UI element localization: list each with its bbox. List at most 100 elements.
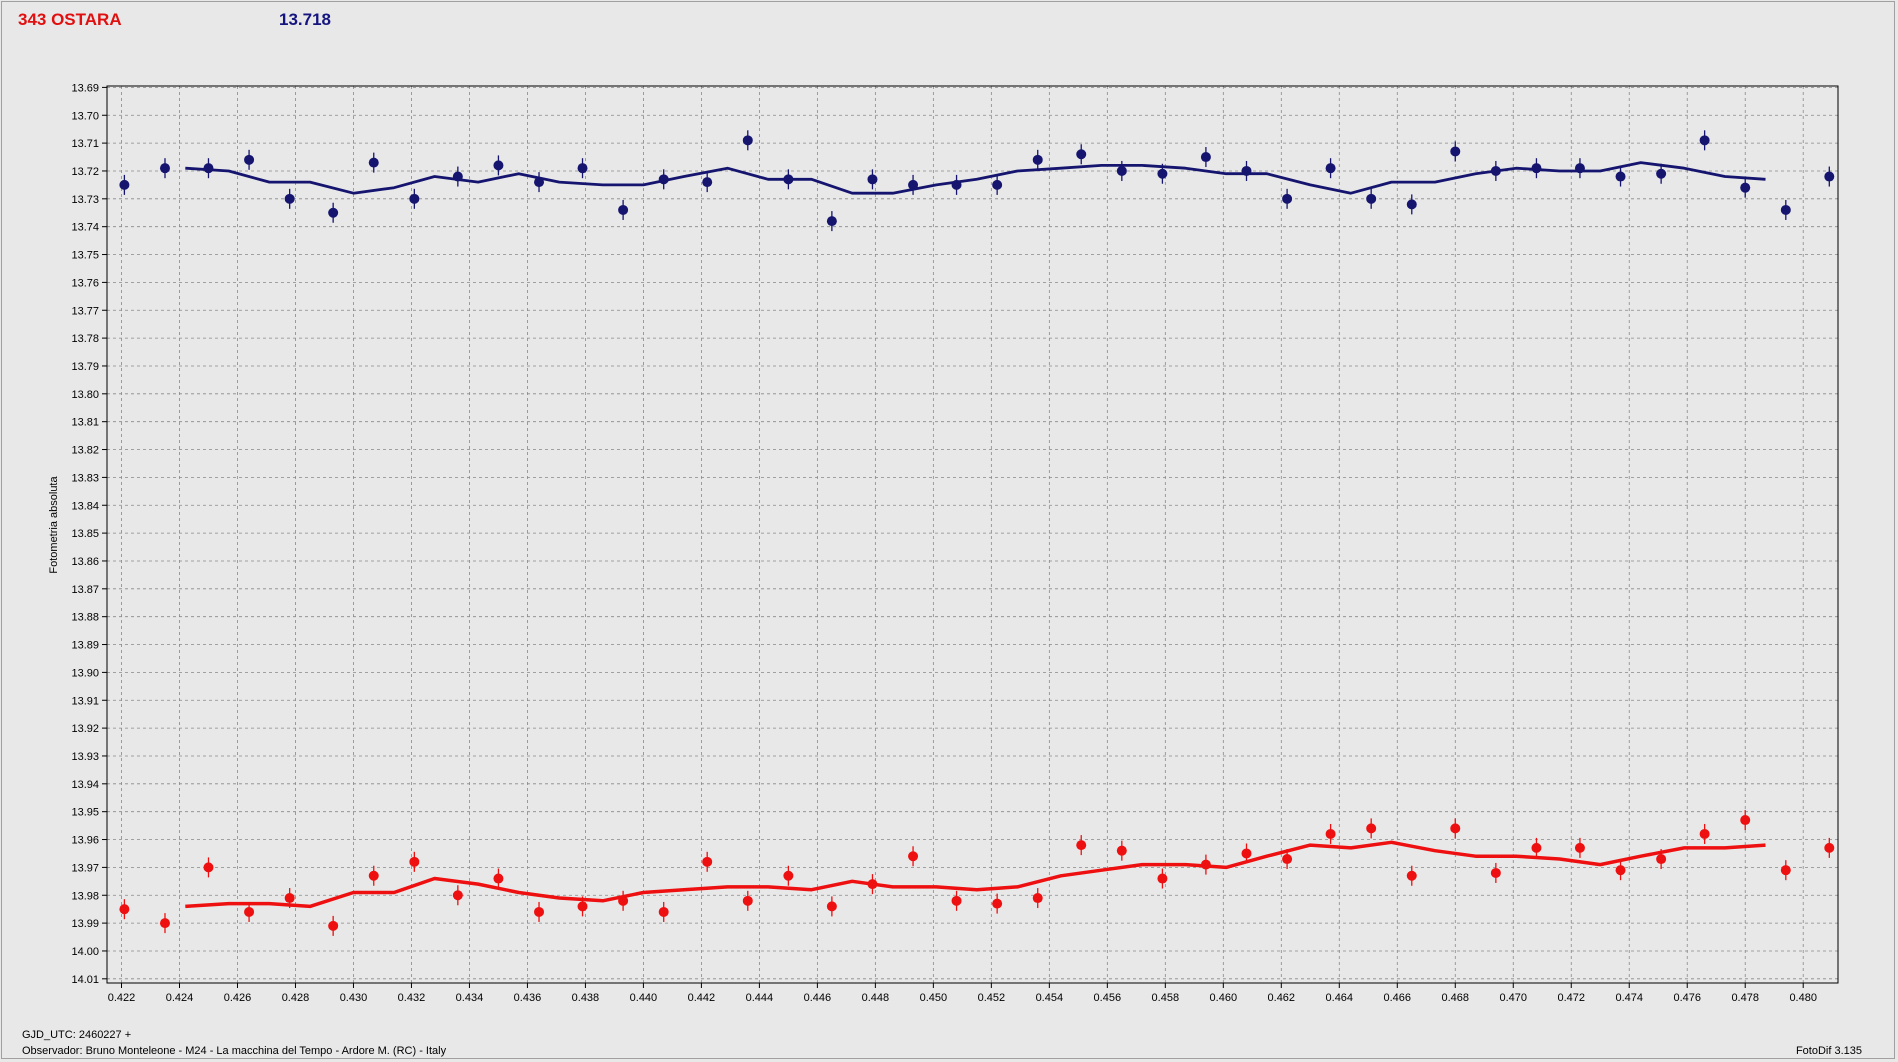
x-tick-label: 0.466 (1384, 992, 1412, 1004)
y-tick-label: 13.81 (71, 417, 99, 429)
x-tick-label: 0.436 (514, 992, 542, 1004)
data-point (783, 174, 794, 185)
x-tick-label: 0.448 (862, 992, 890, 1004)
data-point (1200, 859, 1211, 870)
data-point (702, 177, 713, 188)
y-tick-label: 13.79 (71, 361, 99, 373)
x-tick-label: 0.458 (1152, 992, 1180, 1004)
data-point (1824, 171, 1835, 182)
data-point (452, 890, 463, 901)
y-tick-label: 13.98 (71, 890, 99, 902)
x-tick-label: 0.456 (1094, 992, 1122, 1004)
data-point (1615, 865, 1626, 876)
x-tick-label: 0.464 (1326, 992, 1354, 1004)
data-point (1325, 163, 1336, 174)
data-point (1699, 135, 1710, 146)
data-point (908, 179, 919, 190)
x-tick-label: 0.426 (224, 992, 252, 1004)
x-tick-label: 0.434 (456, 992, 484, 1004)
x-tick-label: 0.424 (166, 992, 194, 1004)
reference-magnitude: 13.718 (279, 10, 331, 29)
data-point (826, 901, 837, 912)
data-point (409, 193, 420, 204)
data-point (1490, 867, 1501, 878)
data-point (1740, 815, 1751, 826)
data-point (1282, 854, 1293, 865)
data-point (1325, 828, 1336, 839)
data-point (951, 179, 962, 190)
y-tick-label: 13.80 (71, 389, 99, 401)
y-tick-label: 13.89 (71, 640, 99, 652)
data-point (1032, 893, 1043, 904)
x-tick-label: 0.438 (572, 992, 600, 1004)
data-point (908, 851, 919, 862)
data-point (742, 895, 753, 906)
data-point (1157, 168, 1168, 179)
data-point (203, 862, 214, 873)
data-point (493, 873, 504, 884)
observer-label: Observador: Bruno Monteleone - M24 - La … (22, 1045, 447, 1057)
fit-layer (185, 161, 1766, 909)
data-point (1366, 193, 1377, 204)
y-tick-label: 13.74 (71, 222, 99, 234)
data-point (1824, 842, 1835, 853)
data-point (1531, 163, 1542, 174)
y-tick-label: 13.96 (71, 835, 99, 847)
data-point (867, 174, 878, 185)
data-point (577, 901, 588, 912)
y-tick-label: 13.97 (71, 862, 99, 874)
grid-layer (107, 86, 1838, 983)
data-point (1656, 854, 1667, 865)
data-point (1490, 165, 1501, 176)
data-point (951, 895, 962, 906)
data-point (328, 920, 339, 931)
data-point (1450, 146, 1461, 157)
data-point (1740, 182, 1751, 193)
y-tick-label: 13.75 (71, 250, 99, 262)
y-tick-label: 13.87 (71, 584, 99, 596)
y-tick-label: 13.94 (71, 779, 99, 791)
data-point (1574, 163, 1585, 174)
y-tick-label: 13.70 (71, 110, 99, 122)
data-point (783, 870, 794, 881)
data-point (1615, 171, 1626, 182)
y-tick-label: 13.72 (71, 166, 99, 178)
x-tick-label: 0.472 (1557, 992, 1585, 1004)
data-point (244, 154, 255, 165)
data-point (867, 879, 878, 890)
x-tick-label: 0.454 (1036, 992, 1064, 1004)
x-tick-label: 0.452 (978, 992, 1006, 1004)
data-point (1157, 873, 1168, 884)
data-point (368, 157, 379, 168)
x-tick-label: 0.450 (920, 992, 948, 1004)
gjd-label: GJD_UTC: 2460227 + (22, 1029, 132, 1041)
x-tick-label: 0.478 (1731, 992, 1759, 1004)
x-tick-label: 0.474 (1615, 992, 1643, 1004)
x-tick-label: 0.442 (688, 992, 716, 1004)
x-tick-label: 0.476 (1673, 992, 1701, 1004)
data-point (1780, 865, 1791, 876)
x-tick-label: 0.444 (746, 992, 774, 1004)
y-tick-label: 13.90 (71, 667, 99, 679)
data-point (119, 179, 130, 190)
y-tick-label: 13.91 (71, 695, 99, 707)
x-tick-label: 0.430 (340, 992, 368, 1004)
software-label: FotoDif 3.135 (1795, 1045, 1862, 1057)
y-tick-label: 13.71 (71, 138, 99, 150)
y-tick-label: 13.69 (71, 82, 99, 94)
x-tick-label: 0.480 (1789, 992, 1817, 1004)
y-tick-label: 13.77 (71, 305, 99, 317)
data-point (1200, 152, 1211, 163)
data-point (368, 870, 379, 881)
data-point (534, 906, 545, 917)
y-tick-label: 13.73 (71, 194, 99, 206)
data-point (244, 906, 255, 917)
data-point (159, 918, 170, 929)
data-point (618, 204, 629, 215)
y-tick-label: 13.85 (71, 528, 99, 540)
y-tick-label: 13.84 (71, 500, 99, 512)
data-point (1076, 840, 1087, 851)
y-tick-label: 13.99 (71, 918, 99, 930)
